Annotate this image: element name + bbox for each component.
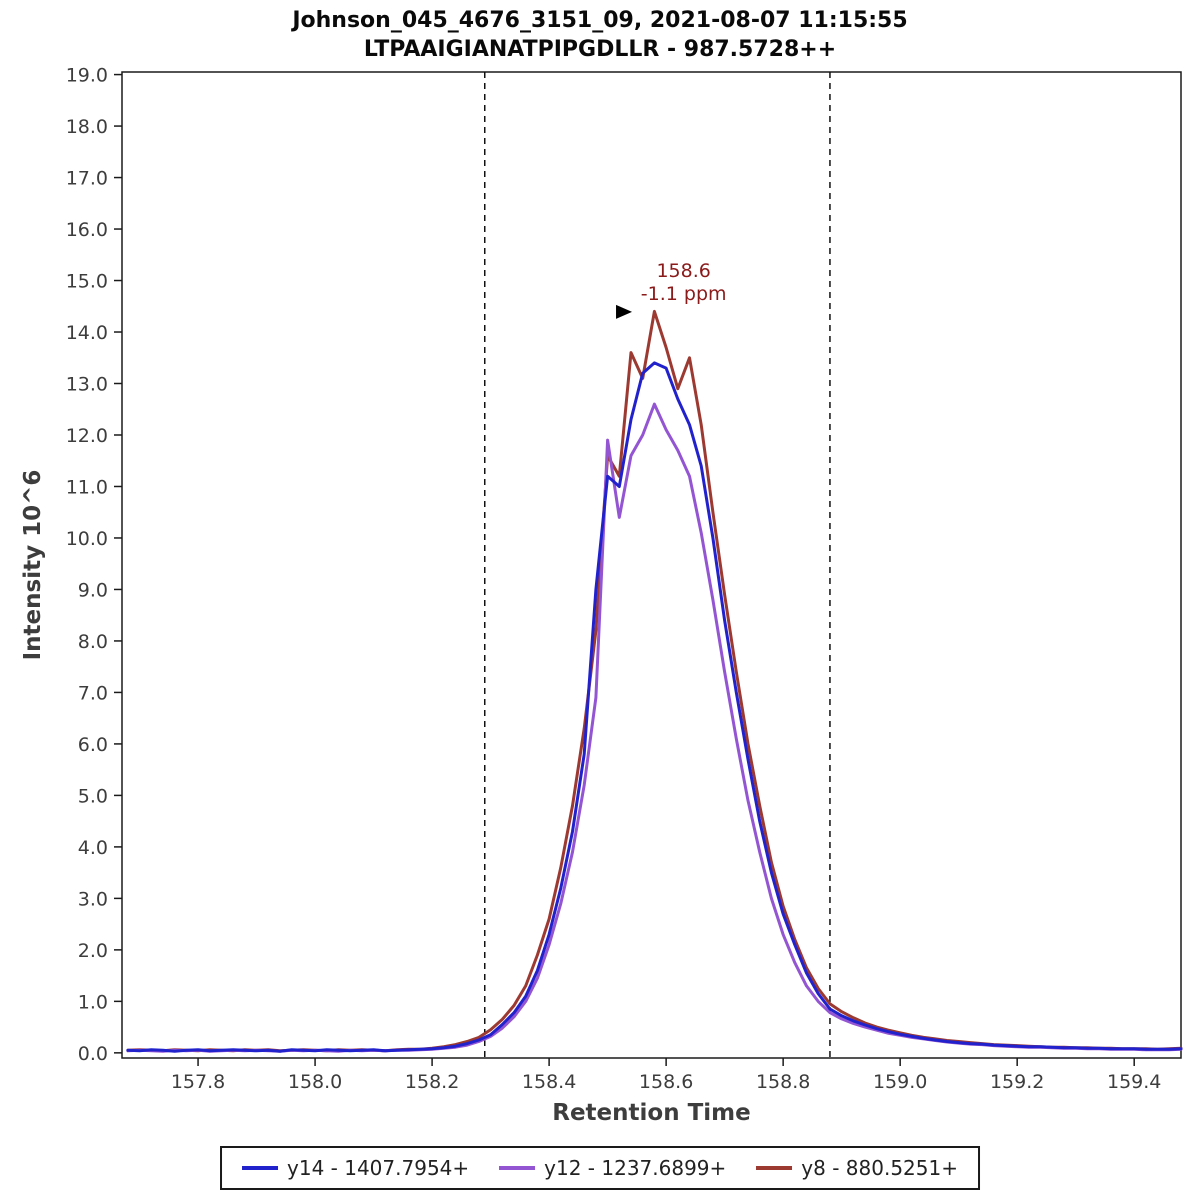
y-tick-label: 6.0 <box>78 734 108 756</box>
y-tick-label: 5.0 <box>78 785 108 807</box>
chart-title-line2: LTPAAIGIANATPIPGDLLR - 987.5728++ <box>363 37 837 63</box>
y-tick-label: 9.0 <box>78 579 108 601</box>
x-tick-label: 159.4 <box>1107 1071 1161 1093</box>
trace-y14 <box>126 361 1183 1053</box>
y-tick-label: 13.0 <box>66 374 108 396</box>
x-tick-label: 157.8 <box>171 1071 225 1093</box>
legend: y14 - 1407.7954+ y12 - 1237.6899+ y8 - 8… <box>220 1146 980 1190</box>
legend-label-y12: y12 - 1237.6899+ <box>544 1156 727 1180</box>
x-tick-label: 158.6 <box>639 1071 693 1093</box>
y8-line-swatch <box>756 1166 793 1170</box>
peak-apex-marker-icon <box>616 304 633 319</box>
y-axis-label: Intensity 10^6 <box>20 470 46 661</box>
y-tick-label: 18.0 <box>66 116 108 138</box>
chart-title-line1: Johnson_045_4676_3151_09, 2021-08-07 11:… <box>292 8 908 33</box>
y-tick-label: 12.0 <box>66 425 108 447</box>
legend-item-y8: y8 - 880.5251+ <box>756 1156 958 1180</box>
x-tick-label: 158.4 <box>522 1071 576 1093</box>
peak-rt-annotation: 158.6 <box>656 260 710 282</box>
y-tick-label: 1.0 <box>78 991 108 1013</box>
y14-line-swatch <box>242 1166 279 1170</box>
y-tick-label: 17.0 <box>66 168 108 190</box>
y-tick-label: 8.0 <box>78 631 108 653</box>
x-tick-label: 159.2 <box>990 1071 1044 1093</box>
trace-y8 <box>126 309 1183 1053</box>
y-tick-label: 7.0 <box>78 682 108 704</box>
peak-ppm-annotation: -1.1 ppm <box>641 283 727 305</box>
x-tick-label: 158.2 <box>405 1071 459 1093</box>
legend-item-y14: y14 - 1407.7954+ <box>242 1156 469 1180</box>
y-tick-label: 16.0 <box>66 219 108 241</box>
y12-line-swatch <box>499 1166 536 1170</box>
y-tick-label: 10.0 <box>66 528 108 550</box>
legend-label-y8: y8 - 880.5251+ <box>801 1156 958 1180</box>
x-tick-label: 158.0 <box>288 1071 342 1093</box>
y-tick-label: 11.0 <box>66 476 108 498</box>
chart-title: Johnson_045_4676_3151_09, 2021-08-07 11:… <box>0 6 1200 64</box>
y-tick-label: 0.0 <box>78 1043 108 1065</box>
y-tick-label: 4.0 <box>78 837 108 859</box>
trace-y12 <box>126 402 1183 1053</box>
legend-label-y14: y14 - 1407.7954+ <box>287 1156 470 1180</box>
y-tick-label: 2.0 <box>78 940 108 962</box>
x-axis-label: Retention Time <box>552 1100 750 1126</box>
legend-item-y12: y12 - 1237.6899+ <box>499 1156 726 1180</box>
y-tick-label: 15.0 <box>66 271 108 293</box>
y-tick-label: 3.0 <box>78 888 108 910</box>
plot-border <box>121 71 1182 1059</box>
y-tick-label: 19.0 <box>66 65 108 87</box>
x-tick-label: 159.0 <box>873 1071 927 1093</box>
y-tick-label: 14.0 <box>66 322 108 344</box>
x-tick-label: 158.8 <box>756 1071 810 1093</box>
